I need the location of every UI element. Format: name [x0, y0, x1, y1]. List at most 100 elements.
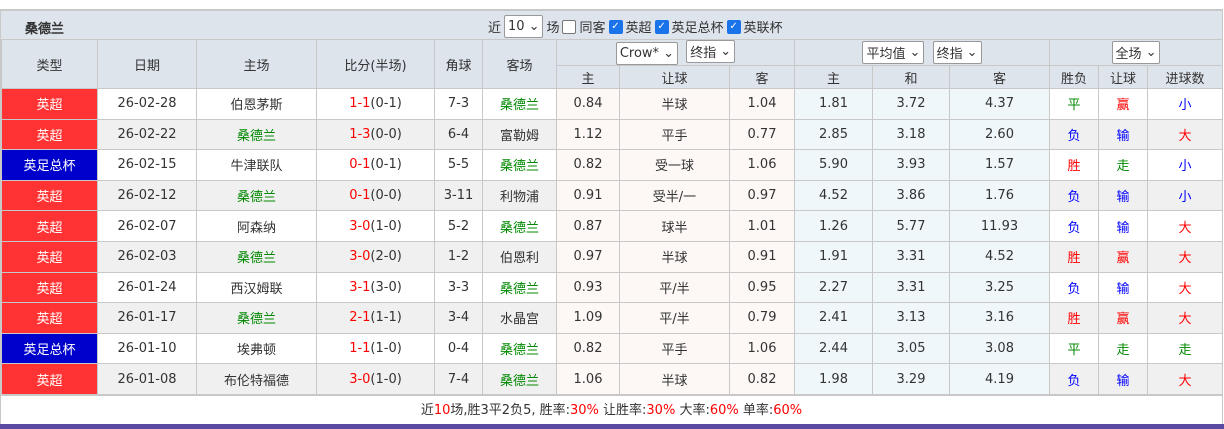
home-team[interactable]: 埃弗顿: [196, 332, 317, 365]
full-score[interactable]: 0-1: [349, 157, 371, 173]
full-score[interactable]: 3-1: [349, 279, 371, 295]
league-badge[interactable]: 英超: [1, 210, 98, 242]
full-score[interactable]: 1-1: [349, 96, 371, 112]
league-badge[interactable]: 英超: [1, 363, 98, 395]
home-team[interactable]: 桑德兰: [196, 240, 317, 273]
away-team-name[interactable]: 桑德兰: [499, 220, 539, 236]
home-team-name[interactable]: 阿森纳: [236, 220, 276, 236]
match-date: 26-01-24: [97, 271, 197, 304]
away-team-name[interactable]: 利物浦: [499, 190, 539, 206]
full-score[interactable]: 3-0: [349, 218, 371, 234]
home-team[interactable]: 牛津联队: [196, 149, 317, 181]
table-row: 英超 26-02-07 阿森纳 3-0(1-0) 5-2 桑德兰 0.87 球半…: [1, 210, 1224, 242]
home-team-name[interactable]: 西汉姆联: [230, 281, 283, 297]
handicap-away-odds: 1.06: [729, 149, 795, 181]
league-checkbox-eflcup[interactable]: ✓: [726, 19, 741, 34]
home-team-name[interactable]: 埃弗顿: [236, 343, 276, 359]
league-badge[interactable]: 英超: [1, 271, 98, 304]
panel-header: 桑德兰 近 10 ⌄ 场 同客 ✓ 英超 ✓ 英足总杯 ✓ 英联杯: [1, 11, 1222, 39]
home-team[interactable]: 布伦特福德: [196, 363, 317, 395]
away-team-name[interactable]: 桑德兰: [499, 281, 539, 297]
home-team-name[interactable]: 牛津联队: [230, 159, 283, 175]
away-team[interactable]: 利物浦: [482, 179, 557, 212]
score[interactable]: 2-1(1-1): [316, 302, 435, 334]
avg-select[interactable]: 平均值 ⌄: [862, 41, 925, 64]
away-team[interactable]: 伯恩利: [482, 240, 557, 273]
handicap-home-odds: 0.82: [556, 332, 620, 365]
away-team[interactable]: 桑德兰: [482, 271, 557, 304]
result-goals: 小: [1147, 179, 1224, 212]
away-team-name[interactable]: 富勒姆: [499, 128, 539, 144]
score[interactable]: 3-0(1-0): [316, 210, 435, 242]
score[interactable]: 0-1(0-1): [316, 149, 435, 181]
handicap-win-rate: 30%: [646, 402, 676, 418]
home-team-name[interactable]: 桑德兰: [236, 128, 276, 144]
home-team[interactable]: 桑德兰: [196, 179, 317, 212]
half-score: (1-0): [370, 341, 402, 357]
away-team[interactable]: 桑德兰: [482, 149, 557, 181]
league-badge[interactable]: 英超: [1, 179, 98, 212]
away-team-name[interactable]: 桑德兰: [499, 159, 539, 175]
euro-away-odds: 4.52: [948, 240, 1051, 273]
away-team[interactable]: 桑德兰: [482, 210, 557, 242]
score[interactable]: 1-3(0-0): [316, 118, 435, 151]
league-badge[interactable]: 英超: [1, 240, 98, 273]
league-badge[interactable]: 英超: [1, 302, 98, 334]
score[interactable]: 1-1(0-1): [316, 88, 435, 120]
league-badge[interactable]: 英超: [1, 118, 98, 151]
result-goals: 大: [1147, 240, 1224, 273]
handicap-line: 受半/一: [619, 179, 730, 212]
summary-text: 让胜率:: [598, 402, 647, 418]
full-score[interactable]: 0-1: [349, 188, 371, 204]
full-score[interactable]: 1-3: [349, 126, 371, 142]
match-count-value: 10: [508, 19, 525, 34]
match-count-select[interactable]: 10 ⌄: [504, 15, 544, 38]
home-team[interactable]: 西汉姆联: [196, 271, 317, 304]
result-goals: 走: [1147, 332, 1224, 365]
away-team[interactable]: 富勒姆: [482, 118, 557, 151]
score[interactable]: 3-0(1-0): [316, 363, 435, 395]
handicap-line: 平手: [619, 118, 730, 151]
away-team[interactable]: 桑德兰: [482, 88, 557, 120]
league-checkbox-facup[interactable]: ✓: [654, 19, 669, 34]
league-badge[interactable]: 英足总杯: [1, 149, 98, 181]
home-team-name[interactable]: 桑德兰: [236, 251, 276, 267]
euro-draw-odds: 3.31: [872, 271, 950, 304]
home-team-name[interactable]: 伯恩茅斯: [230, 98, 283, 114]
score[interactable]: 3-1(3-0): [316, 271, 435, 304]
score[interactable]: 3-0(2-0): [316, 240, 435, 273]
scope-select[interactable]: 全场 ⌄: [1111, 41, 1161, 64]
company-select[interactable]: Crow* ⌄: [615, 42, 678, 65]
scope-value: 全场: [1115, 47, 1142, 62]
home-team[interactable]: 伯恩茅斯: [196, 88, 317, 120]
full-score[interactable]: 3-0: [349, 249, 371, 265]
home-team[interactable]: 桑德兰: [196, 302, 317, 334]
same-away-checkbox[interactable]: [562, 19, 577, 34]
home-team[interactable]: 阿森纳: [196, 210, 317, 242]
away-team[interactable]: 水晶宫: [482, 302, 557, 334]
away-team[interactable]: 桑德兰: [482, 363, 557, 395]
full-score[interactable]: 1-1: [349, 341, 371, 357]
league-badge[interactable]: 英超: [1, 88, 98, 120]
away-team-name[interactable]: 水晶宫: [499, 312, 539, 328]
avg-kind-select[interactable]: 终指 ⌄: [932, 41, 982, 64]
home-team-name[interactable]: 布伦特福德: [223, 373, 289, 389]
handicap-away-odds: 1.06: [729, 332, 795, 365]
league-badge[interactable]: 英足总杯: [1, 332, 98, 365]
away-team[interactable]: 桑德兰: [482, 332, 557, 365]
away-team-name[interactable]: 桑德兰: [499, 98, 539, 114]
home-team[interactable]: 桑德兰: [196, 118, 317, 151]
full-score[interactable]: 3-0: [349, 371, 371, 387]
away-team-name[interactable]: 桑德兰: [499, 373, 539, 389]
home-team-name[interactable]: 桑德兰: [236, 312, 276, 328]
col-e-draw: 和: [872, 65, 950, 89]
score[interactable]: 1-1(1-0): [316, 332, 435, 365]
away-team-name[interactable]: 伯恩利: [499, 251, 539, 267]
away-team-name[interactable]: 桑德兰: [499, 343, 539, 359]
score[interactable]: 0-1(0-0): [316, 179, 435, 212]
odds-kind-select[interactable]: 终指 ⌄: [686, 40, 736, 63]
result-handicap: 输: [1098, 210, 1149, 242]
league-checkbox-epl[interactable]: ✓: [608, 19, 623, 34]
full-score[interactable]: 2-1: [349, 310, 371, 326]
home-team-name[interactable]: 桑德兰: [236, 190, 276, 206]
